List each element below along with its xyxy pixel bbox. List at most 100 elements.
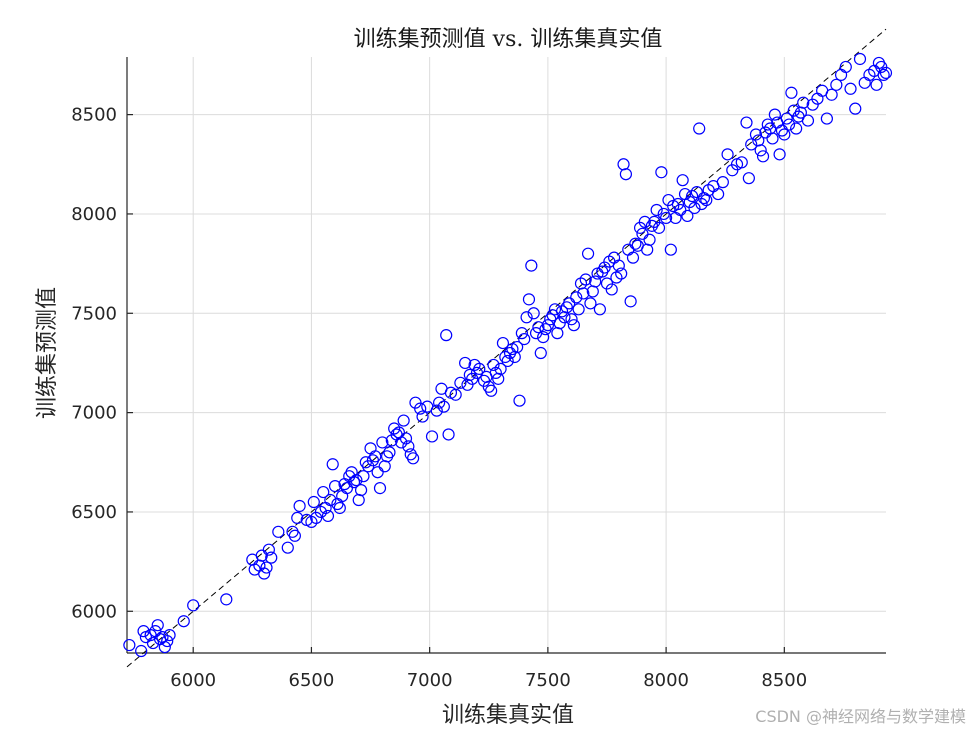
data-point	[756, 150, 770, 163]
x-tick-label: 8500	[761, 670, 807, 691]
data-point	[664, 243, 677, 256]
data-point	[371, 466, 384, 479]
data-point	[265, 551, 278, 564]
data-point	[700, 193, 713, 207]
data-point	[158, 640, 171, 654]
x-ticks: 6000 6500 7000 7500 8000 8500	[170, 647, 807, 691]
data-point	[376, 436, 389, 449]
data-point	[135, 644, 148, 658]
data-point	[612, 259, 625, 272]
data-point	[735, 156, 748, 169]
data-point	[123, 638, 136, 652]
data-point	[638, 215, 651, 228]
data-point	[877, 68, 890, 81]
data-point	[655, 166, 668, 179]
data-point	[560, 301, 573, 314]
data-point	[572, 303, 585, 316]
data-point	[636, 227, 649, 240]
data-point	[650, 203, 663, 217]
data-point	[357, 470, 370, 483]
data-point	[844, 82, 857, 95]
data-point	[801, 114, 815, 127]
data-point	[641, 243, 654, 256]
data-point	[764, 122, 777, 135]
watermark: CSDN @神经网络与数学建模	[755, 707, 966, 726]
chart-title: 训练集预测值 vs. 训练集真实值	[354, 27, 663, 52]
data-point	[454, 376, 467, 389]
data-point	[626, 251, 640, 264]
data-point	[745, 138, 758, 151]
y-tick-label: 6500	[71, 502, 117, 523]
data-point	[407, 452, 420, 465]
data-point	[253, 559, 266, 572]
data-point	[584, 297, 597, 310]
data-point	[537, 331, 550, 344]
data-point	[262, 543, 275, 556]
y-axis-label: 训练集预测值	[35, 287, 60, 419]
data-point	[773, 148, 786, 161]
data-point	[674, 203, 687, 217]
data-point	[834, 68, 848, 81]
data-point	[328, 480, 342, 493]
data-point	[494, 362, 507, 376]
data-point	[589, 275, 602, 288]
data-point	[515, 327, 528, 340]
data-point	[678, 187, 692, 201]
x-tick-label: 7000	[407, 670, 453, 691]
data-point	[579, 273, 592, 286]
data-point	[137, 625, 150, 638]
data-point	[255, 549, 268, 562]
data-point	[577, 287, 590, 300]
y-tick-label: 8500	[71, 105, 117, 126]
data-point	[565, 313, 578, 326]
data-point	[863, 68, 876, 81]
data-point	[690, 185, 703, 199]
data-point	[660, 211, 673, 225]
data-point	[539, 323, 552, 336]
data-point	[581, 247, 595, 260]
data-point	[260, 561, 273, 574]
x-tick-label: 6000	[170, 670, 216, 691]
data-point	[853, 52, 867, 66]
data-point	[333, 501, 346, 515]
data-point	[520, 311, 533, 324]
data-point	[272, 525, 285, 538]
data-point	[293, 499, 306, 513]
data-point	[378, 460, 391, 473]
data-point	[350, 474, 363, 487]
data-point	[156, 631, 169, 644]
data-point	[681, 209, 694, 223]
data-point	[676, 174, 689, 187]
data-point	[522, 293, 536, 306]
data-point	[336, 489, 349, 503]
data-point	[513, 394, 526, 407]
data-point	[291, 511, 304, 525]
data-point	[525, 259, 538, 272]
data-point	[149, 625, 162, 638]
data-point	[607, 251, 621, 264]
data-point	[775, 124, 789, 137]
data-point	[570, 291, 583, 304]
data-point	[397, 414, 410, 427]
data-point	[825, 88, 838, 101]
data-point	[489, 366, 502, 379]
data-point	[782, 118, 796, 131]
data-point	[615, 267, 628, 280]
data-point	[354, 483, 368, 497]
y-tick-label: 7000	[71, 403, 117, 424]
data-point	[671, 197, 685, 211]
data-point	[187, 599, 200, 612]
data-point	[541, 319, 554, 332]
data-point	[624, 295, 637, 308]
data-point	[511, 340, 524, 354]
data-point	[721, 148, 734, 161]
data-point	[347, 476, 361, 489]
data-point	[574, 277, 588, 290]
data-point	[790, 122, 803, 135]
data-point	[778, 128, 791, 141]
data-point	[414, 402, 427, 415]
data-point	[321, 509, 335, 523]
data-point	[449, 388, 462, 401]
data-point	[551, 327, 564, 340]
